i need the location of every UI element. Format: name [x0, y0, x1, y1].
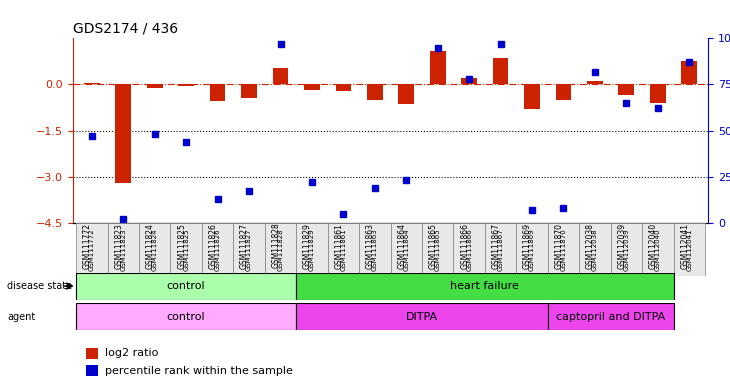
Text: GSM111869: GSM111869	[529, 228, 535, 271]
Text: disease state: disease state	[7, 281, 72, 291]
Text: GSM111869: GSM111869	[523, 223, 532, 269]
Text: GSM111829: GSM111829	[303, 223, 312, 268]
Text: GSM111864: GSM111864	[403, 228, 410, 271]
FancyBboxPatch shape	[642, 223, 674, 276]
Text: GSM111827: GSM111827	[240, 223, 249, 268]
FancyBboxPatch shape	[328, 223, 359, 276]
Text: GSM112041: GSM112041	[680, 223, 689, 269]
Text: GSM111866: GSM111866	[466, 228, 472, 271]
Text: GSM111863: GSM111863	[372, 228, 378, 271]
Text: control: control	[167, 312, 206, 322]
Bar	[115, 84, 131, 183]
Text: GSM111825: GSM111825	[183, 228, 189, 271]
Text: GSM111864: GSM111864	[397, 223, 407, 269]
Text: GSM111865: GSM111865	[429, 223, 438, 269]
Bar	[304, 84, 320, 90]
FancyBboxPatch shape	[391, 223, 422, 276]
Text: GSM111866: GSM111866	[460, 223, 469, 269]
Text: GSM112038: GSM112038	[586, 223, 595, 269]
Bar	[650, 84, 666, 103]
Bar	[461, 78, 477, 84]
Text: GSM111824: GSM111824	[152, 228, 158, 271]
FancyBboxPatch shape	[139, 223, 171, 276]
Bar	[556, 84, 572, 100]
Text: GSM111772: GSM111772	[83, 223, 92, 269]
FancyBboxPatch shape	[453, 223, 485, 276]
Text: GSM111823: GSM111823	[115, 223, 123, 268]
Bar	[618, 84, 634, 95]
FancyBboxPatch shape	[76, 303, 296, 330]
Bar	[178, 84, 194, 86]
FancyBboxPatch shape	[296, 273, 674, 300]
Bar	[430, 51, 445, 84]
Text: GSM112041: GSM112041	[686, 228, 692, 271]
FancyBboxPatch shape	[234, 223, 265, 276]
Bar	[367, 84, 383, 100]
Text: percentile rank within the sample: percentile rank within the sample	[105, 366, 293, 376]
FancyBboxPatch shape	[107, 223, 139, 276]
Text: captopril and DITPA: captopril and DITPA	[556, 312, 665, 322]
FancyBboxPatch shape	[422, 223, 453, 276]
Text: GSM111826: GSM111826	[209, 223, 218, 268]
Bar	[272, 68, 288, 84]
Text: GSM111867: GSM111867	[491, 223, 501, 269]
Text: GSM111861: GSM111861	[340, 228, 347, 271]
Text: GSM111828: GSM111828	[277, 228, 283, 271]
FancyBboxPatch shape	[296, 223, 328, 276]
Text: GSM111870: GSM111870	[561, 228, 566, 271]
Text: control: control	[167, 281, 206, 291]
Text: GSM112040: GSM112040	[649, 223, 658, 269]
Text: GSM112039: GSM112039	[623, 228, 629, 271]
Bar	[84, 83, 100, 84]
FancyBboxPatch shape	[548, 303, 674, 330]
Text: GSM111870: GSM111870	[555, 223, 564, 269]
Text: GSM111863: GSM111863	[366, 223, 374, 269]
Text: DITPA: DITPA	[406, 312, 438, 322]
Text: GSM111861: GSM111861	[334, 223, 343, 268]
Text: GSM111824: GSM111824	[146, 223, 155, 268]
Bar	[85, 365, 99, 376]
FancyBboxPatch shape	[485, 223, 516, 276]
FancyBboxPatch shape	[76, 223, 107, 276]
FancyBboxPatch shape	[265, 223, 296, 276]
FancyBboxPatch shape	[548, 223, 579, 276]
Text: heart failure: heart failure	[450, 281, 519, 291]
Bar	[399, 84, 414, 104]
FancyBboxPatch shape	[359, 223, 391, 276]
Text: GSM111867: GSM111867	[498, 228, 504, 271]
Text: GDS2174 / 436: GDS2174 / 436	[73, 22, 178, 36]
Text: GSM112039: GSM112039	[618, 223, 626, 269]
Bar	[210, 84, 226, 101]
FancyBboxPatch shape	[171, 223, 202, 276]
Bar	[241, 84, 257, 98]
FancyBboxPatch shape	[76, 273, 296, 300]
Bar	[147, 84, 163, 88]
Text: GSM111865: GSM111865	[434, 228, 441, 271]
Text: GSM111772: GSM111772	[89, 228, 95, 271]
Bar	[85, 348, 99, 359]
Text: GSM112040: GSM112040	[655, 228, 661, 271]
Text: GSM111829: GSM111829	[309, 228, 315, 271]
Text: GSM111826: GSM111826	[215, 228, 220, 271]
Text: GSM111825: GSM111825	[177, 223, 186, 268]
Text: GSM111827: GSM111827	[246, 228, 252, 271]
FancyBboxPatch shape	[674, 223, 705, 276]
Bar	[587, 81, 603, 84]
Bar	[493, 58, 509, 84]
FancyBboxPatch shape	[296, 303, 548, 330]
Text: agent: agent	[7, 312, 36, 322]
FancyBboxPatch shape	[516, 223, 548, 276]
Bar	[524, 84, 540, 109]
Text: GSM112038: GSM112038	[592, 228, 598, 271]
FancyBboxPatch shape	[202, 223, 234, 276]
Text: GSM111828: GSM111828	[272, 223, 280, 268]
Text: GSM111823: GSM111823	[120, 228, 126, 271]
Text: log2 ratio: log2 ratio	[105, 348, 158, 358]
Bar	[336, 84, 351, 91]
FancyBboxPatch shape	[610, 223, 642, 276]
FancyBboxPatch shape	[579, 223, 610, 276]
Bar	[681, 61, 697, 84]
